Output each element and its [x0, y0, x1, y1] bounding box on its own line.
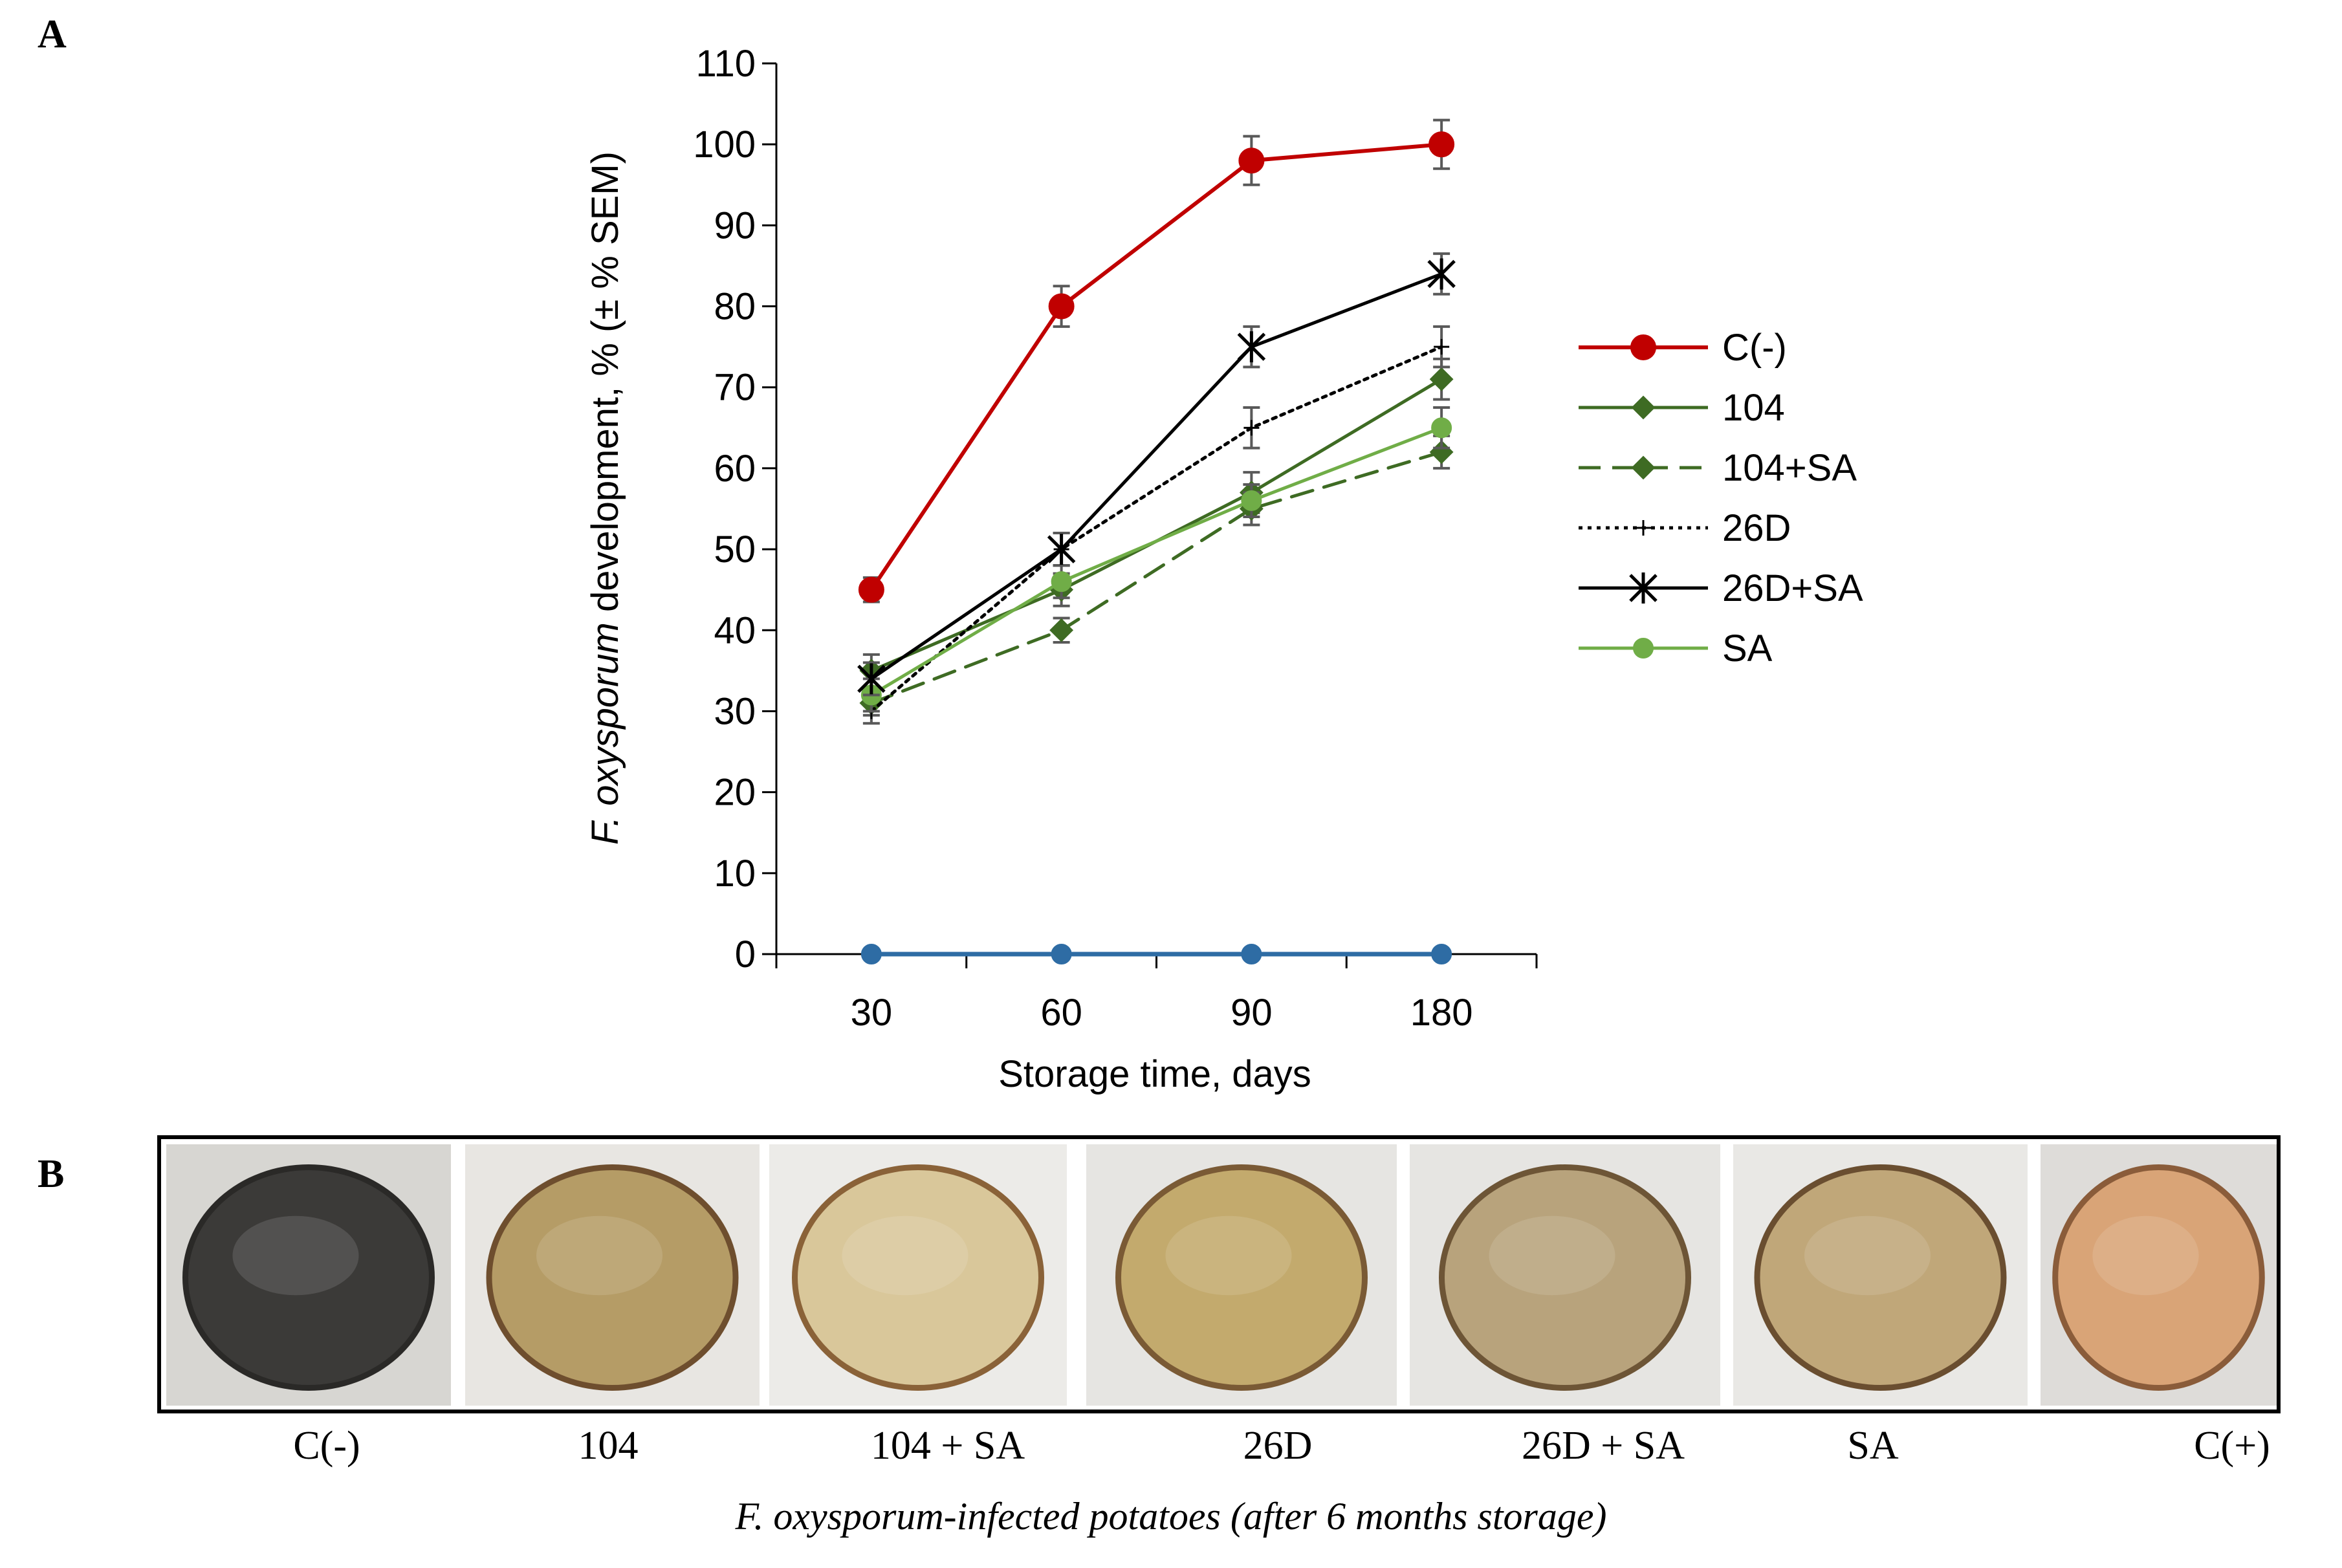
data-point — [1428, 131, 1455, 158]
potato-photo — [166, 1144, 451, 1406]
photo-label: SA — [1847, 1424, 1899, 1468]
series-104 — [859, 357, 1454, 688]
x-tick-label: 90 — [1231, 992, 1273, 1034]
chart-axes — [775, 63, 1537, 955]
y-axis-ticks: 0 10 20 30 40 50 60 70 80 90 100 110 — [693, 43, 776, 975]
potato-photo — [1410, 1144, 1720, 1406]
series-line — [870, 426, 1443, 697]
y-tick-label: 0 — [735, 933, 756, 975]
potato-photo — [1086, 1144, 1397, 1406]
legend-swatch-marker — [1636, 520, 1651, 536]
y-tick-label: 70 — [714, 367, 756, 409]
series-104+SA — [859, 434, 1454, 717]
legend-item-C(-): C(-) — [1579, 327, 1787, 369]
data-point — [1431, 417, 1452, 439]
photo-caption: F. oxysporum-infected potatoes (after 6 … — [735, 1495, 1607, 1538]
data-point — [1434, 339, 1450, 355]
series-line — [870, 450, 1443, 705]
data-point — [1427, 258, 1456, 290]
y-tick-label: 80 — [714, 286, 756, 328]
photo-label: C(+) — [2194, 1424, 2270, 1468]
legend-swatch-marker — [1633, 638, 1654, 659]
photo-label: 104 — [578, 1424, 639, 1468]
legend-item-26D: 26D — [1579, 507, 1791, 549]
data-point — [1051, 944, 1072, 964]
series-line — [870, 345, 1443, 713]
data-point — [1241, 944, 1262, 964]
series-26D — [862, 325, 1450, 725]
legend-label: SA — [1722, 627, 1773, 670]
legend-swatch-marker — [1631, 455, 1656, 480]
potato-photo — [769, 1144, 1067, 1406]
y-tick-label: 40 — [714, 609, 756, 651]
x-tick-label: 60 — [1040, 992, 1082, 1034]
photo-strip — [157, 1135, 2281, 1413]
series-26D+SA — [857, 252, 1456, 697]
series-C(+) — [860, 944, 1452, 964]
data-point — [857, 663, 886, 695]
legend-label: 104 — [1722, 387, 1785, 429]
data-point — [1051, 571, 1072, 593]
series-line — [870, 272, 1443, 681]
potato-photo — [465, 1144, 760, 1406]
x-tick-label: 30 — [851, 992, 893, 1034]
data-point — [1243, 420, 1260, 436]
panel-a-label: A — [38, 12, 67, 56]
legend-label: 26D — [1722, 507, 1791, 549]
series-line — [870, 377, 1443, 673]
series-line — [869, 142, 1444, 592]
chart-legend: C(-) 104 104+SA 26D 26D+SA SA — [1579, 327, 1863, 670]
series-SA — [860, 406, 1452, 713]
y-tick-label: 60 — [714, 448, 756, 490]
data-point — [1048, 293, 1075, 320]
data-point — [1237, 331, 1266, 363]
series-layer — [857, 118, 1456, 964]
line-chart: 0 10 20 30 40 50 60 70 80 90 100 110 30 60 90 180 C(-)… — [584, 43, 1863, 1095]
legend-swatch-marker — [1629, 572, 1658, 604]
y-tick-label: 50 — [714, 528, 756, 571]
legend-item-SA: SA — [1579, 627, 1773, 670]
potato-photo — [1733, 1144, 2028, 1406]
x-axis-title: Storage time, days — [998, 1053, 1311, 1095]
data-point — [1429, 367, 1454, 391]
photo-label: C(-) — [293, 1424, 360, 1468]
legend-item-26D+SA: 26D+SA — [1579, 567, 1863, 609]
legend-swatch-marker — [1630, 334, 1656, 360]
legend-item-104+SA: 104+SA — [1579, 447, 1857, 489]
data-point — [1238, 147, 1265, 174]
data-point — [1241, 490, 1262, 511]
y-axis-title-italic: F. oxysporum — [584, 622, 626, 845]
panel-b-label: B — [38, 1152, 65, 1196]
photo-label: 26D + SA — [1522, 1424, 1685, 1468]
y-tick-label: 20 — [714, 772, 756, 814]
y-tick-label: 90 — [714, 204, 756, 246]
y-axis-title-rest: development, % (± % SEM) — [584, 151, 626, 622]
y-tick-label: 110 — [696, 43, 756, 85]
data-point — [1049, 618, 1074, 642]
legend-label: 26D+SA — [1722, 567, 1863, 609]
y-tick-label: 100 — [693, 124, 756, 166]
potato-photo — [2041, 1144, 2277, 1406]
y-tick-label: 30 — [714, 690, 756, 732]
data-point — [860, 944, 882, 964]
photo-label: 26D — [1243, 1424, 1313, 1468]
data-point — [1431, 944, 1452, 964]
data-point — [1047, 534, 1076, 565]
legend-item-104: 104 — [1579, 387, 1785, 429]
y-axis-title: F. oxysporum development, % (± % SEM) — [584, 151, 626, 845]
legend-swatch-marker — [1631, 395, 1656, 420]
legend-label: 104+SA — [1722, 447, 1857, 489]
series-C(-) — [858, 118, 1455, 604]
photo-label: 104 + SA — [870, 1424, 1025, 1468]
y-tick-label: 10 — [714, 853, 756, 895]
data-point — [858, 576, 884, 603]
x-tick-label: 180 — [1410, 992, 1473, 1034]
legend-label: C(-) — [1722, 327, 1787, 369]
x-axis-ticks: 30 60 90 180 — [775, 954, 1538, 1034]
